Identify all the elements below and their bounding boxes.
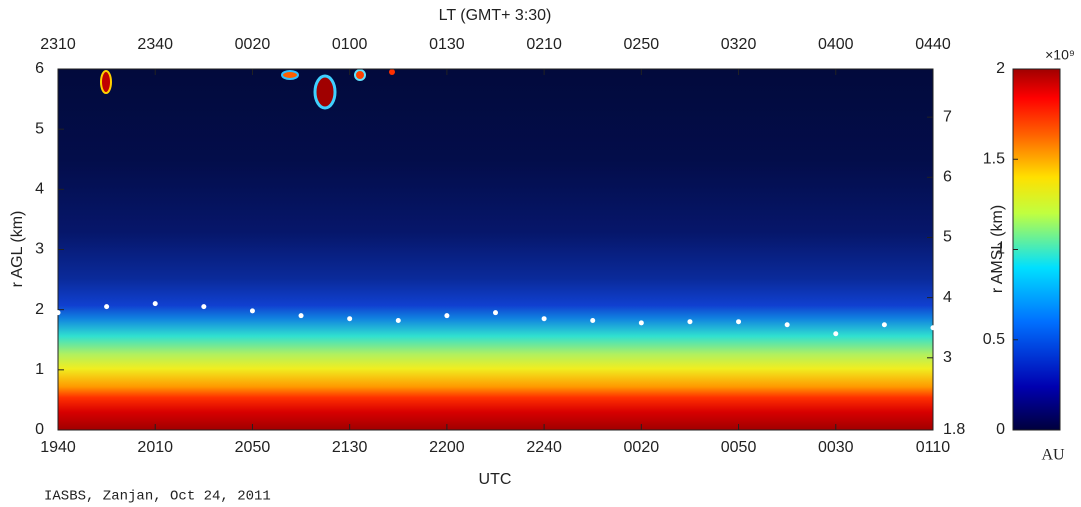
y-tick-label: 3 bbox=[35, 241, 44, 258]
x2-tick-label: 0100 bbox=[332, 36, 368, 53]
pbl-point bbox=[444, 313, 450, 319]
y2-tick-label: 3 bbox=[943, 349, 952, 366]
y2-tick-label: 5 bbox=[943, 229, 952, 246]
pbl-point bbox=[930, 325, 936, 331]
colorbar-tick-label: 0.5 bbox=[983, 331, 1005, 348]
top-axis-title: LT (GMT+ 3:30) bbox=[439, 7, 552, 24]
x-tick-label: 0050 bbox=[721, 439, 757, 456]
x-tick-label: 2240 bbox=[526, 439, 562, 456]
pbl-point bbox=[152, 301, 158, 307]
y-tick-label: 0 bbox=[35, 421, 44, 438]
x2-tick-label: 0020 bbox=[235, 36, 271, 53]
y-tick-label: 5 bbox=[35, 120, 44, 137]
pbl-point bbox=[395, 317, 401, 323]
x-tick-label: 0110 bbox=[916, 439, 951, 456]
x-tick-label: 1940 bbox=[40, 439, 76, 456]
y-tick-label: 6 bbox=[35, 60, 44, 77]
pbl-point bbox=[736, 319, 742, 325]
pbl-point bbox=[541, 316, 547, 322]
x2-tick-label: 2340 bbox=[137, 36, 173, 53]
colorbar bbox=[1012, 68, 1061, 431]
y-axis-title: r AGL (km) bbox=[9, 211, 26, 288]
x2-tick-label: 2310 bbox=[40, 36, 76, 53]
x-tick-label: 0030 bbox=[818, 439, 854, 456]
footnote: IASBS, Zanjan, Oct 24, 2011 bbox=[44, 489, 271, 505]
x-tick-label: 2200 bbox=[429, 439, 465, 456]
x-tick-label: 0020 bbox=[624, 439, 660, 456]
pbl-point bbox=[881, 322, 887, 328]
pbl-point bbox=[347, 316, 353, 322]
clouds bbox=[100, 69, 395, 110]
colorbar-label: AU bbox=[1041, 447, 1065, 464]
x-axis-title: UTC bbox=[479, 471, 512, 488]
x2-tick-label: 0210 bbox=[526, 36, 562, 53]
y-tick-label: 1 bbox=[35, 361, 44, 378]
x-tick-label: 2050 bbox=[235, 439, 271, 456]
colorbar-tick-label: 2 bbox=[996, 60, 1005, 77]
colorbar-tick-label: 1 bbox=[996, 241, 1005, 258]
pbl-point bbox=[104, 304, 110, 310]
x2-tick-label: 0320 bbox=[721, 36, 757, 53]
pbl-point bbox=[833, 331, 839, 337]
heatmap bbox=[58, 69, 933, 430]
pbl-point bbox=[784, 322, 790, 328]
pbl-point bbox=[201, 304, 207, 310]
y2-tick-label: 7 bbox=[943, 108, 952, 125]
colorbar-tick-label: 1.5 bbox=[983, 150, 1005, 167]
pbl-point bbox=[298, 313, 304, 319]
y-tick-label: 2 bbox=[35, 301, 44, 318]
pbl-point bbox=[638, 320, 644, 326]
y2-tick-label: 4 bbox=[943, 289, 952, 306]
y2-axis-title: r AMSL (km) bbox=[989, 205, 1006, 293]
y-tick-label: 4 bbox=[35, 181, 44, 198]
x2-tick-label: 0130 bbox=[429, 36, 465, 53]
pbl-point bbox=[249, 308, 255, 314]
x-tick-label: 2010 bbox=[137, 439, 173, 456]
pbl-point bbox=[687, 319, 693, 325]
colorbar-tick-label: 0 bbox=[996, 421, 1005, 438]
pbl-point bbox=[590, 317, 596, 323]
x2-tick-label: 0400 bbox=[818, 36, 854, 53]
x2-tick-label: 0440 bbox=[915, 36, 951, 53]
x-tick-label: 2130 bbox=[332, 439, 368, 456]
colorbar-exponent: ×10⁹ bbox=[1045, 47, 1075, 63]
pbl-point bbox=[55, 310, 61, 316]
x2-tick-label: 0250 bbox=[624, 36, 660, 53]
y2-tick-label: 1.8 bbox=[943, 421, 965, 438]
y2-tick-label: 6 bbox=[943, 169, 952, 186]
pbl-point bbox=[493, 310, 498, 316]
